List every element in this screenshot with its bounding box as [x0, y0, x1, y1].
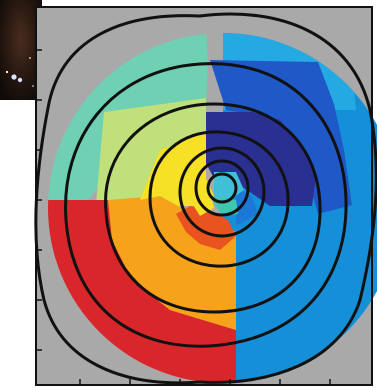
contour-line — [34, 12, 377, 385]
contour-line — [178, 146, 266, 238]
plot-frame — [35, 6, 373, 386]
field-bin — [236, 188, 258, 226]
field-bin — [176, 206, 236, 250]
contour-line — [64, 62, 348, 348]
isophote-contours — [34, 12, 377, 385]
field-bin — [96, 98, 206, 204]
contour-line — [148, 130, 290, 268]
contour-line — [104, 102, 322, 314]
contour-line — [206, 172, 238, 204]
axis-ticks — [36, 49, 331, 385]
contour-line — [194, 159, 250, 217]
